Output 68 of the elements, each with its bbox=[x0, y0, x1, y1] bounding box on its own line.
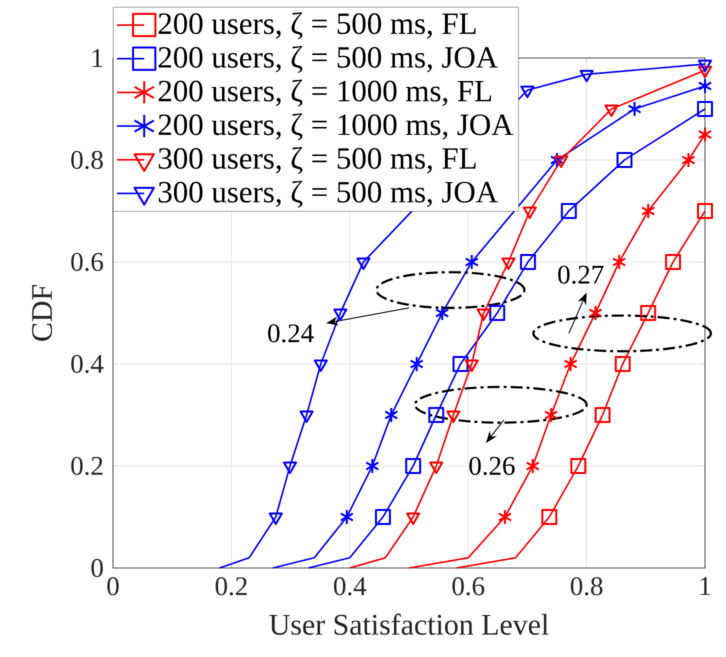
x-axis-title: User Satisfaction Level bbox=[269, 614, 549, 635]
x-tick-label: 0.8 bbox=[570, 577, 602, 596]
y-tick-label: 0.6 bbox=[71, 252, 104, 272]
point bbox=[604, 104, 619, 117]
y-tick-label: 0.4 bbox=[71, 354, 104, 374]
point bbox=[428, 407, 444, 423]
point bbox=[544, 407, 558, 423]
legend-label: 200 users, ζ = 1000 ms, JOA bbox=[158, 113, 514, 140]
point bbox=[435, 305, 450, 321]
point bbox=[526, 458, 540, 474]
point bbox=[550, 152, 564, 168]
point bbox=[570, 458, 586, 474]
x-tick-label: 1 bbox=[700, 577, 710, 595]
legend-label: 300 users, ζ = 500 ms, FL bbox=[158, 146, 476, 174]
x-tick-label: 0 bbox=[107, 577, 119, 596]
annotation: 0.27 bbox=[558, 266, 604, 284]
point bbox=[356, 258, 370, 270]
point bbox=[520, 254, 536, 270]
point bbox=[384, 407, 398, 423]
legend-label: 200 users, ζ = 500 ms, FL bbox=[158, 12, 476, 40]
legend-label: 200 users, ζ = 500 ms, JOA bbox=[158, 46, 498, 73]
annotation: 0.24 bbox=[268, 324, 314, 343]
legend-label: 200 users, ζ = 1000 ms, FL bbox=[158, 80, 492, 107]
point bbox=[522, 206, 537, 219]
y-axis-title: CDF bbox=[32, 284, 52, 341]
annotation: 0.26 bbox=[469, 456, 515, 476]
point bbox=[698, 66, 712, 78]
point bbox=[665, 254, 682, 270]
point bbox=[374, 509, 391, 525]
point bbox=[476, 308, 491, 321]
point bbox=[340, 509, 354, 525]
x-tick-label: 0.6 bbox=[452, 577, 484, 596]
point bbox=[614, 356, 631, 372]
point bbox=[616, 152, 632, 168]
point bbox=[697, 203, 713, 219]
point bbox=[405, 458, 422, 474]
point bbox=[698, 126, 712, 142]
point bbox=[641, 203, 656, 219]
point bbox=[594, 407, 611, 423]
point bbox=[501, 258, 516, 270]
y-tick-label: 1 bbox=[92, 49, 102, 67]
y-tick-label: 0.8 bbox=[71, 150, 103, 170]
point bbox=[554, 156, 568, 168]
point bbox=[681, 152, 696, 168]
point bbox=[333, 308, 348, 321]
point bbox=[410, 356, 424, 372]
point bbox=[498, 509, 512, 525]
y-tick-label: 0.2 bbox=[71, 456, 102, 476]
point bbox=[489, 305, 506, 321]
point bbox=[520, 86, 534, 98]
point bbox=[560, 203, 577, 219]
point bbox=[698, 78, 712, 94]
point bbox=[697, 101, 713, 117]
point bbox=[541, 509, 558, 525]
point bbox=[588, 305, 603, 321]
y-tick-label: 0 bbox=[91, 558, 103, 578]
point bbox=[640, 305, 656, 321]
point bbox=[628, 101, 642, 117]
legend-label: 300 users, ζ = 500 ms, JOA bbox=[158, 180, 498, 208]
point bbox=[452, 356, 468, 372]
x-tick-label: 0.4 bbox=[334, 577, 366, 596]
point bbox=[698, 60, 712, 72]
point bbox=[365, 458, 380, 474]
x-tick-label: 0.2 bbox=[216, 577, 247, 596]
point bbox=[580, 70, 594, 82]
point bbox=[564, 356, 578, 372]
point bbox=[464, 254, 479, 270]
point bbox=[612, 254, 626, 270]
